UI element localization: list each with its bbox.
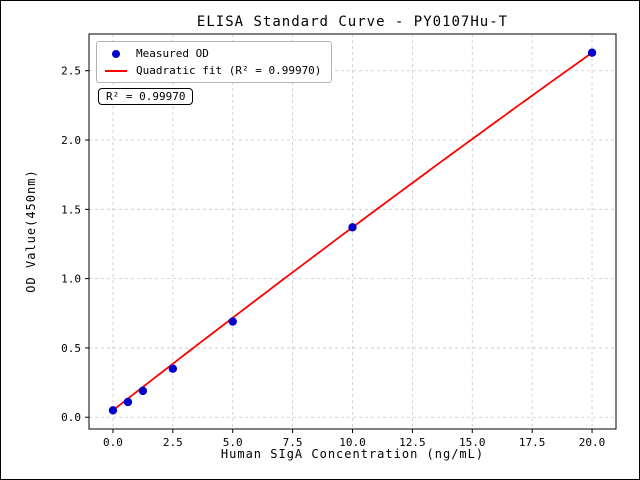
measured-od-point [108,406,118,415]
measured-od-point [348,223,357,232]
y-tick-label: 2.0 [61,134,81,147]
x-tick-label: 10.0 [339,436,366,449]
x-tick-label: 15.0 [459,436,486,449]
scatter-marker-icon [112,49,120,58]
fit-line-marker-icon [105,69,127,72]
x-tick-label: 7.5 [283,436,303,449]
y-tick-label: 0.5 [61,342,81,355]
x-tick-label: 12.5 [399,436,426,449]
legend-item-quadratic-fit: Quadratic fit (R² = 0.99970) [105,64,321,77]
legend-item-measured-od: Measured OD [105,47,321,60]
legend-label-measured-od: Measured OD [136,47,209,60]
chart-title: ELISA Standard Curve - PY0107Hu-T [196,14,509,30]
x-tick-label: 20.0 [579,436,606,449]
r-squared-annotation: R² = 0.99970 [98,88,194,105]
measured-od-point [587,48,597,57]
x-tick-label: 0.0 [103,436,123,449]
measured-od-point [228,317,237,326]
y-tick-label: 0.0 [61,411,81,424]
y-axis-label: OD Value(450nm) [24,169,38,293]
y-tick-label: 1.5 [61,203,81,216]
measured-od-point [168,364,178,373]
legend: Measured OD Quadratic fit (R² = 0.99970) [96,41,333,83]
x-tick-label: 5.0 [223,436,243,449]
legend-label-quadratic-fit: Quadratic fit (R² = 0.99970) [136,64,322,77]
measured-od-point [123,397,133,407]
y-tick-label: 1.0 [61,273,81,286]
x-tick-label: 17.5 [519,436,546,449]
x-axis-label: Human SIgA Concentration (ng/mL) [220,447,485,461]
measured-od-point [138,386,148,396]
y-tick-label: 2.5 [61,65,81,78]
x-tick-label: 2.5 [163,436,183,449]
